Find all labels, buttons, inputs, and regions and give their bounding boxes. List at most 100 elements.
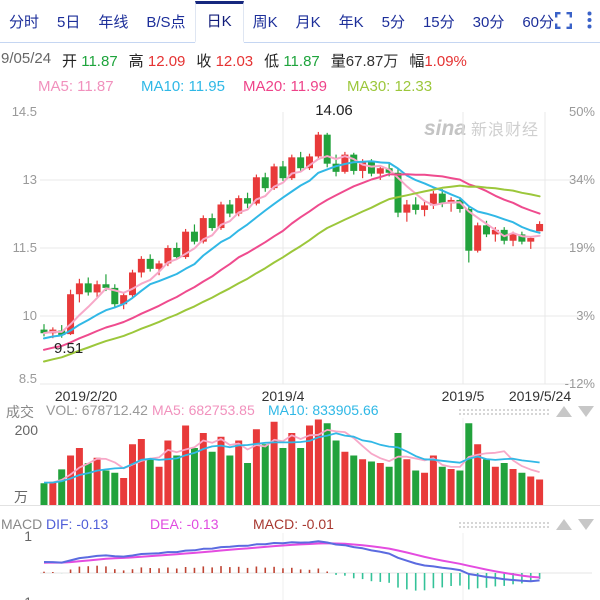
candle-body <box>518 234 526 242</box>
candle-body <box>429 193 437 206</box>
x-axis-label: 2019/2/20 <box>54 388 118 404</box>
volume-bar <box>429 455 437 505</box>
y-axis-label: 14.5 <box>11 104 37 119</box>
volume-bar <box>49 481 57 505</box>
volume-bar <box>67 455 75 505</box>
tab-15min[interactable]: 15分 <box>422 14 455 31</box>
tab-monthly-k[interactable]: 月K <box>295 14 321 31</box>
tab-minute[interactable]: 分时 <box>9 14 40 31</box>
macd-y-tick-bottom: -1 <box>8 594 32 600</box>
volume-scroll-up-icon[interactable] <box>556 406 572 417</box>
amplitude-label: 幅 <box>409 53 425 70</box>
sina-watermark: sina 新浪财经 <box>424 117 540 140</box>
volume-bar <box>314 419 322 505</box>
dif-readout: DIF: -0.13 <box>46 516 109 532</box>
candle-body <box>270 166 278 189</box>
volume-bar <box>474 444 482 505</box>
macd-y-tick-top: 1 <box>24 528 32 544</box>
tab-5day[interactable]: 5日 <box>57 14 81 31</box>
candle-body <box>155 263 163 269</box>
volume-bar <box>75 448 83 505</box>
volume-panel-header: 成交 VOL: 678712.42 MA5: 682753.85 MA10: 8… <box>0 402 600 420</box>
volume-bar <box>182 425 190 505</box>
tabbar-icons <box>555 11 592 29</box>
volume-bar <box>279 448 287 505</box>
volume-bar <box>359 459 367 505</box>
info-date: 9/05/24 <box>1 50 52 67</box>
volume-bar <box>332 440 340 505</box>
tab-daily-k[interactable]: 日K <box>194 1 244 43</box>
macd-scroll-down-icon[interactable] <box>578 519 594 530</box>
macd-scroll-up-icon[interactable] <box>556 519 572 530</box>
tab-bs-point[interactable]: B/S点 <box>146 14 186 31</box>
tab-yearly-k[interactable]: 年K <box>338 14 364 31</box>
high-label: 高 <box>128 53 144 70</box>
candle-body <box>102 284 110 288</box>
y-axis-label: 10 <box>22 308 37 323</box>
candle-body <box>190 231 198 242</box>
macd-scroll-dots[interactable] <box>458 521 550 529</box>
volume-ma10-readout: MA10: 833905.66 <box>268 402 379 418</box>
high-price-annotation: 14.06 <box>315 102 353 119</box>
candle-body <box>527 238 535 242</box>
candle-body <box>279 166 287 179</box>
volume-bar <box>137 439 145 505</box>
candle-body <box>182 231 190 258</box>
y-axis-label: 11.5 <box>12 240 37 255</box>
volume-bar <box>438 466 446 505</box>
tab-yearline[interactable]: 年线 <box>98 14 129 31</box>
candle-body <box>120 295 128 305</box>
volume-bar <box>385 466 393 505</box>
volume-bar <box>226 455 234 505</box>
dea-line <box>43 542 540 579</box>
amplitude-value: 1.09% <box>424 53 467 70</box>
volume-bar <box>483 459 490 505</box>
candle-body <box>394 172 402 213</box>
volume-bar <box>491 466 499 505</box>
macd-panel-title: MACD <box>1 516 43 532</box>
volume-value: 67.87万 <box>345 53 399 70</box>
candle-body <box>199 218 207 242</box>
close-value: 12.03 <box>215 53 254 70</box>
volume-panel-title: 成交 <box>6 404 34 420</box>
x-axis-label: 2019/5 <box>441 388 485 404</box>
candle-body <box>67 294 75 335</box>
candle-body <box>438 193 446 204</box>
candle-body <box>244 198 252 204</box>
volume-bar <box>341 451 349 505</box>
volume-bar <box>270 421 278 505</box>
volume-bar <box>465 423 473 505</box>
tab-weekly-k[interactable]: 周K <box>252 14 278 31</box>
volume-bar <box>447 469 455 505</box>
low-label: 低 <box>264 53 280 70</box>
volume-scroll-down-icon[interactable] <box>578 406 594 417</box>
volume-scroll-dots[interactable] <box>458 408 550 416</box>
volume-bar <box>120 478 128 505</box>
ma-line <box>43 173 541 351</box>
volume-bar <box>367 461 375 505</box>
volume-bar <box>421 472 429 505</box>
volume-readout: VOL: 678712.42 <box>46 402 148 418</box>
candle-body <box>412 204 420 210</box>
tab-30min[interactable]: 30分 <box>472 14 505 31</box>
candle-body <box>403 204 411 213</box>
candle-body <box>146 258 154 269</box>
candle-body <box>93 284 101 293</box>
chart-period-tabbar: 分时 5日 年线 B/S点 日K 周K 月K 年K 5分 15分 30分 60分 <box>0 0 600 43</box>
volume-bar <box>350 455 358 505</box>
candle-body <box>323 134 331 164</box>
candle-body <box>483 225 490 235</box>
volume-bar <box>412 470 420 505</box>
volume-bar <box>208 451 216 505</box>
tab-60min[interactable]: 60分 <box>522 14 555 31</box>
candle-body <box>84 283 92 293</box>
more-options-icon[interactable] <box>587 11 592 29</box>
candle-body <box>129 272 136 296</box>
tab-5min[interactable]: 5分 <box>381 14 405 31</box>
volume-bar <box>527 476 535 505</box>
candle-body <box>208 218 216 229</box>
fullscreen-icon[interactable] <box>555 11 572 29</box>
high-value: 12.09 <box>147 53 186 70</box>
volume-bar <box>58 469 66 505</box>
